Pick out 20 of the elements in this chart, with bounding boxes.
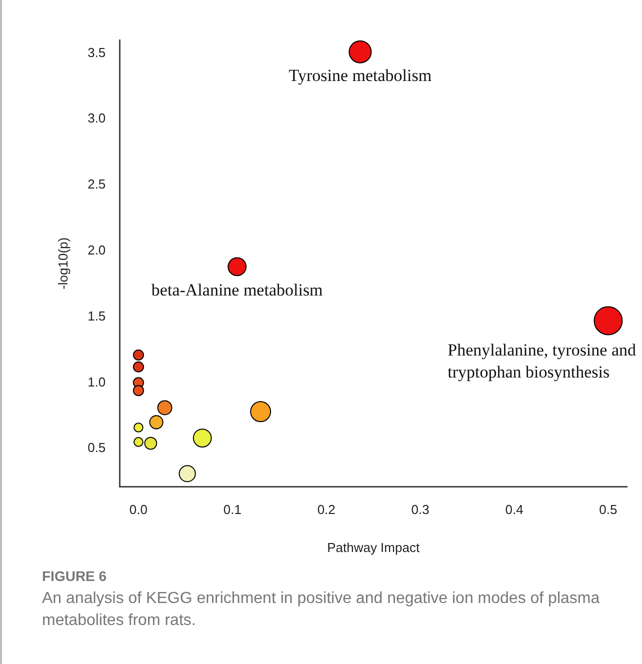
y-axis-title: -log10(p) bbox=[55, 237, 70, 290]
x-tick-label: 0.0 bbox=[129, 502, 148, 518]
y-tick-label: 3.5 bbox=[88, 44, 106, 60]
x-tick-label: 0.3 bbox=[411, 502, 430, 518]
x-tick-label: 0.2 bbox=[317, 502, 336, 518]
x-axis-title: Pathway Impact bbox=[327, 540, 420, 555]
y-tick-label: 2.5 bbox=[88, 176, 106, 192]
y-tick-label: 0.5 bbox=[88, 440, 106, 456]
text: An analysis of KEGG enrichment in positive and negative ion modes of plasma metabolites from rats. bbox=[42, 589, 601, 631]
y-tick-label: 2.0 bbox=[88, 242, 106, 258]
x-tick-label: 0.4 bbox=[505, 502, 524, 518]
annotation: Tyrosine metabolism bbox=[288, 66, 432, 85]
x-tick-label: 0.1 bbox=[223, 502, 242, 518]
caption: FIGURE 6 bbox=[42, 568, 108, 584]
annotation: Phenylalanine, tyrosine and tryptophan biosynthesis bbox=[448, 340, 636, 382]
y-tick-label: 1.0 bbox=[88, 374, 106, 390]
y-tick-label: 1.5 bbox=[88, 308, 106, 324]
x-tick-label: 0.5 bbox=[599, 502, 618, 518]
annotation: beta-Alanine metabolism bbox=[151, 280, 323, 300]
y-tick-label: 3.0 bbox=[88, 110, 106, 126]
